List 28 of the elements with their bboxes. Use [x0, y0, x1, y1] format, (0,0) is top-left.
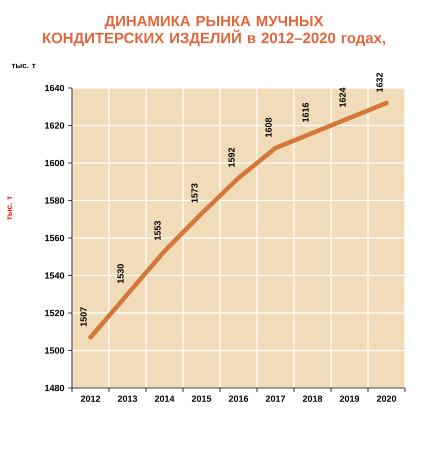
x-tick-label: 2012 [80, 396, 100, 402]
y-tick-label: 1500 [45, 347, 64, 354]
y-tick-label: 1540 [45, 272, 64, 279]
x-tick-label: 2017 [266, 396, 286, 402]
data-label: 1553 [154, 220, 161, 240]
data-label: 1530 [117, 264, 124, 284]
data-label: 1573 [191, 183, 198, 203]
x-tick-label: 2014 [154, 396, 174, 402]
y-tick-label: 1560 [45, 234, 64, 242]
x-tick-label: 2015 [192, 396, 212, 402]
x-tick-label: 2019 [340, 396, 360, 402]
data-label: 1608 [265, 118, 272, 137]
data-label: 1592 [228, 148, 235, 167]
data-label: 1507 [80, 307, 87, 326]
x-tick-label: 2016 [228, 396, 248, 402]
y-tick-label: 1480 [45, 384, 64, 392]
x-tick-label: 2020 [376, 396, 396, 402]
y-tick-label: 1620 [45, 122, 64, 129]
chart-title: ДИНАМИКА РЫНКА МУЧНЫХ КОНДИТЕРСКИХ ИЗДЕЛИЙ в 2012–2020 годах, [42, 16, 386, 46]
y-tick-label: 1580 [45, 197, 64, 204]
y-tick-label: 1640 [45, 84, 64, 92]
data-label: 1632 [376, 72, 383, 92]
y-tick-label: 1600 [45, 160, 64, 166]
data-label: 1616 [302, 102, 309, 122]
y-tick-label: 1520 [45, 310, 64, 316]
data-label: 1624 [339, 88, 346, 107]
x-tick-label: 2013 [118, 396, 138, 402]
x-tick-label: 2018 [302, 396, 322, 402]
